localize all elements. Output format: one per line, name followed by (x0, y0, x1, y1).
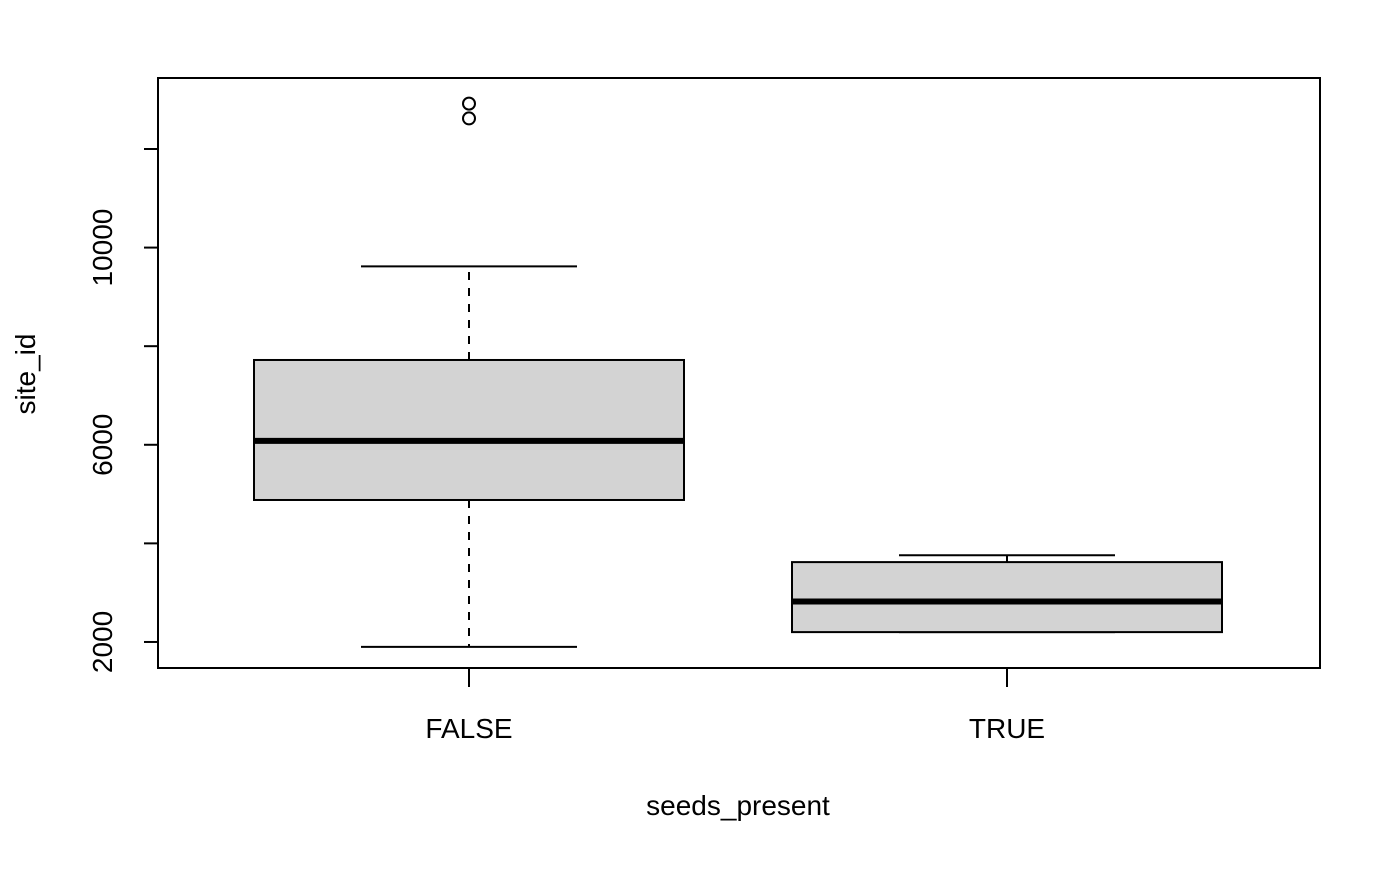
outlier-FALSE-0 (462, 111, 476, 126)
x-tick-label-TRUE: TRUE (969, 713, 1045, 744)
box-TRUE (791, 561, 1223, 634)
y-axis-label: site_id (10, 334, 41, 415)
y-tick-label-10000: 10000 (87, 209, 118, 287)
y-tick-label-6000: 6000 (87, 414, 118, 476)
x-tick-label-FALSE: FALSE (425, 713, 512, 744)
box-FALSE (253, 358, 685, 501)
plot-layer: 2000 6000 10000 FALSE TRUE (87, 77, 1321, 744)
plot-frame (157, 77, 1321, 669)
x-axis-label: seeds_present (646, 790, 830, 821)
outlier-FALSE-1 (462, 96, 476, 111)
y-tick-label-2000: 2000 (87, 611, 118, 673)
